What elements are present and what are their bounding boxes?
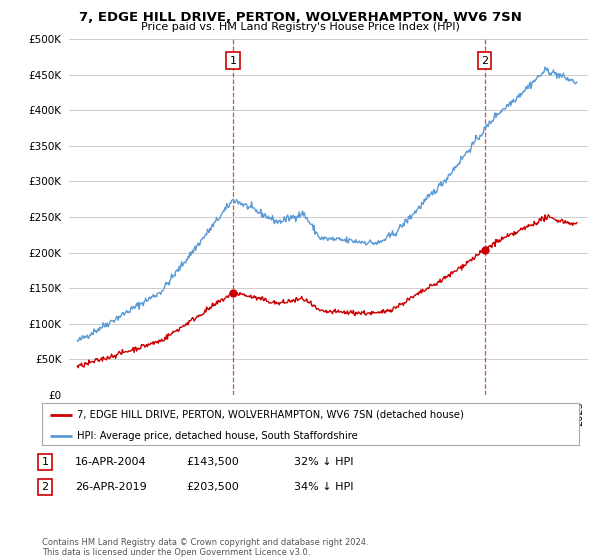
Text: 16-APR-2004: 16-APR-2004	[75, 457, 146, 467]
Text: 1: 1	[229, 55, 236, 66]
Text: 7, EDGE HILL DRIVE, PERTON, WOLVERHAMPTON, WV6 7SN (detached house): 7, EDGE HILL DRIVE, PERTON, WOLVERHAMPTO…	[77, 410, 464, 420]
Text: 26-APR-2019: 26-APR-2019	[75, 482, 147, 492]
Text: 2: 2	[481, 55, 488, 66]
Text: 34% ↓ HPI: 34% ↓ HPI	[294, 482, 353, 492]
Text: Price paid vs. HM Land Registry's House Price Index (HPI): Price paid vs. HM Land Registry's House …	[140, 22, 460, 32]
Text: 32% ↓ HPI: 32% ↓ HPI	[294, 457, 353, 467]
Text: 7, EDGE HILL DRIVE, PERTON, WOLVERHAMPTON, WV6 7SN: 7, EDGE HILL DRIVE, PERTON, WOLVERHAMPTO…	[79, 11, 521, 24]
Text: HPI: Average price, detached house, South Staffordshire: HPI: Average price, detached house, Sout…	[77, 431, 358, 441]
Text: £203,500: £203,500	[186, 482, 239, 492]
Text: 2: 2	[41, 482, 49, 492]
Text: Contains HM Land Registry data © Crown copyright and database right 2024.
This d: Contains HM Land Registry data © Crown c…	[42, 538, 368, 557]
Text: 1: 1	[41, 457, 49, 467]
Text: £143,500: £143,500	[186, 457, 239, 467]
